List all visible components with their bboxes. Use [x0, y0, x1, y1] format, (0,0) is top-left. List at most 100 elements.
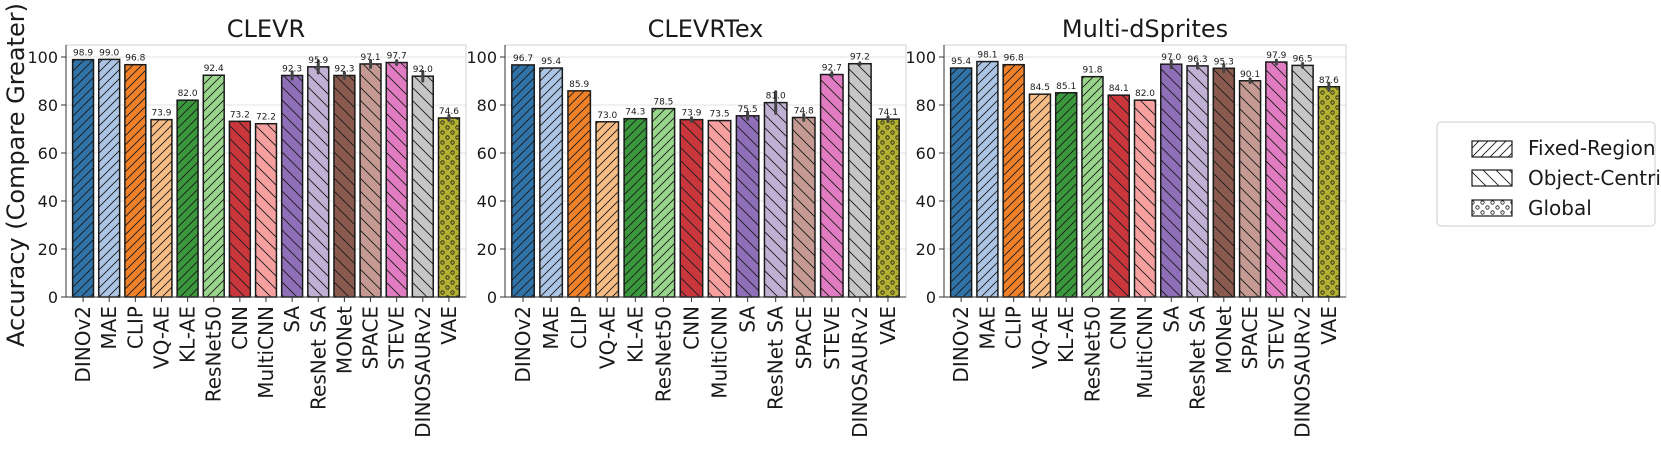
legend-label-global: Global — [1528, 196, 1592, 220]
bar-hatch-resnet50 — [651, 107, 676, 298]
x-tick-label-kl-ae: KL-AE — [1054, 306, 1078, 363]
bar-hatch-resnet50 — [1081, 75, 1104, 298]
panel-multi-dsprites: 0 20 40 60 80 100 Multi-dSprites 95.4 DINOv2 98.1… — [905, 15, 1347, 438]
chart-panels: 0 20 40 60 80 100 CLEVR 98.9 DINOv2 99.0 MAE 96.8 CL… — [27, 15, 1347, 438]
bar-hatch-vq-ae — [150, 118, 173, 298]
bar-hatch-resnet-sa — [763, 101, 788, 298]
panel-title: CLEVRTex — [648, 15, 764, 43]
bar-hatch-dinov2 — [511, 64, 536, 298]
value-label-resnet-sa: 96.3 — [1188, 55, 1208, 65]
bar-hatch-sa — [1160, 63, 1183, 298]
panel-clevr: 0 20 40 60 80 100 CLEVR 98.9 DINOv2 99.0 MAE 96.8 CL… — [27, 15, 467, 438]
bar-hatch-mae — [976, 60, 999, 298]
legend-label-object-centric: Object-Centric — [1528, 166, 1661, 190]
y-tick-label: 20 — [38, 240, 58, 259]
bar-hatch-space — [359, 63, 382, 298]
bar-hatch-dinosaurv2 — [847, 62, 872, 298]
y-tick-label: 80 — [916, 96, 936, 115]
value-label-sa: 75.5 — [738, 105, 758, 115]
legend-swatch-object-centric — [1471, 169, 1513, 187]
x-tick-label-vq-ae: VQ-AE — [1028, 306, 1052, 369]
x-tick-label-mae: MAE — [975, 306, 999, 350]
value-label-dinov2: 96.7 — [513, 54, 533, 64]
x-tick-label-resnet50: ResNet50 — [651, 306, 675, 402]
x-tick-label-dinov2: DINOv2 — [511, 306, 535, 383]
x-tick-label-vq-ae: VQ-AE — [595, 306, 619, 369]
value-label-mae: 95.4 — [541, 57, 561, 67]
value-label-multicnn: 72.2 — [256, 113, 276, 123]
y-tick-label: 100 — [466, 48, 497, 67]
x-tick-label-steve: STEVE — [820, 306, 844, 370]
x-tick-label-mae: MAE — [97, 306, 121, 350]
y-tick-label: 60 — [916, 144, 936, 163]
value-label-clip: 96.8 — [1004, 54, 1024, 64]
value-label-steve: 92.7 — [822, 64, 842, 74]
bar-hatch-kl-ae — [623, 117, 648, 298]
value-label-resnet50: 91.8 — [1082, 66, 1102, 76]
y-tick-label: 60 — [477, 144, 497, 163]
plot-area — [504, 44, 907, 298]
bar-hatch-clip — [124, 63, 147, 298]
x-tick-label-vae: VAE — [1317, 306, 1341, 345]
panel-title: CLEVR — [227, 15, 305, 43]
bar-hatch-cnn — [228, 120, 252, 298]
value-label-kl-ae: 74.3 — [625, 108, 645, 118]
value-label-steve: 97.9 — [1266, 51, 1286, 61]
value-label-dinosaurv2: 97.2 — [850, 53, 870, 63]
x-tick-label-multicnn: MultiCNN — [708, 306, 732, 399]
bar-hatch-multicnn — [1133, 99, 1157, 298]
bar-hatch-mae — [539, 67, 564, 298]
bar-hatch-kl-ae — [176, 99, 199, 298]
y-tick-label: 60 — [38, 144, 58, 163]
y-tick-label: 80 — [477, 96, 497, 115]
y-tick-label: 40 — [38, 192, 58, 211]
value-label-vae: 74.1 — [878, 108, 898, 118]
value-label-dinosaurv2: 96.5 — [1293, 54, 1313, 64]
x-tick-label-steve: STEVE — [1264, 306, 1288, 370]
value-label-vq-ae: 84.5 — [1030, 83, 1050, 93]
x-tick-label-space: SPACE — [792, 306, 816, 369]
bar-hatch-space — [791, 116, 816, 298]
bar-hatch-clip — [567, 90, 592, 298]
value-label-kl-ae: 82.0 — [178, 89, 198, 99]
bar-hatch-dinosaurv2 — [411, 75, 435, 298]
legend-label-fixed-region: Fixed-Region — [1528, 136, 1656, 160]
value-label-multicnn: 73.5 — [710, 110, 730, 120]
x-tick-label-resnet-sa: ResNet SA — [306, 306, 330, 410]
x-tick-label-steve: STEVE — [385, 306, 409, 370]
x-tick-label-monet: MONet — [1212, 306, 1236, 374]
x-tick-label-vae: VAE — [437, 306, 461, 345]
value-label-resnet50: 92.4 — [204, 64, 224, 74]
x-tick-label-sa: SA — [280, 306, 304, 333]
bar-hatch-space — [1238, 80, 1262, 298]
x-tick-label-vq-ae: VQ-AE — [149, 306, 173, 369]
value-label-sa: 92.3 — [282, 64, 302, 74]
bar-hatch-resnet-sa — [1186, 65, 1209, 298]
value-label-cnn: 73.2 — [230, 110, 250, 120]
legend-swatch-global — [1471, 199, 1513, 217]
bar-hatch-cnn — [679, 118, 704, 298]
bar-hatch-steve — [819, 73, 844, 298]
y-tick-label: 40 — [477, 192, 497, 211]
bar-hatch-vae — [437, 117, 461, 298]
bar-hatch-multicnn — [254, 122, 278, 298]
legend: Fixed-Region Object-Centric Global — [1436, 121, 1661, 227]
bar-hatch-steve — [385, 61, 408, 298]
x-tick-label-kl-ae: KL-AE — [623, 306, 647, 363]
bar-hatch-vae — [875, 118, 900, 298]
y-tick-label: 80 — [38, 96, 58, 115]
value-label-mae: 98.1 — [977, 51, 997, 61]
value-label-monet: 92.3 — [334, 64, 354, 74]
bar-hatch-dinov2 — [71, 58, 95, 298]
x-tick-label-multicnn: MultiCNN — [1133, 306, 1157, 399]
x-tick-label-dinov2: DINOv2 — [949, 306, 973, 383]
x-tick-label-dinosaurv2: DINOSAURv2 — [411, 306, 435, 438]
bar-hatch-kl-ae — [1054, 92, 1078, 298]
value-label-vq-ae: 73.0 — [597, 111, 617, 121]
y-tick-label: 0 — [487, 288, 497, 307]
bar-hatch-cnn — [1107, 94, 1130, 298]
y-tick-label: 20 — [477, 240, 497, 259]
bar-hatch-vq-ae — [595, 121, 620, 298]
